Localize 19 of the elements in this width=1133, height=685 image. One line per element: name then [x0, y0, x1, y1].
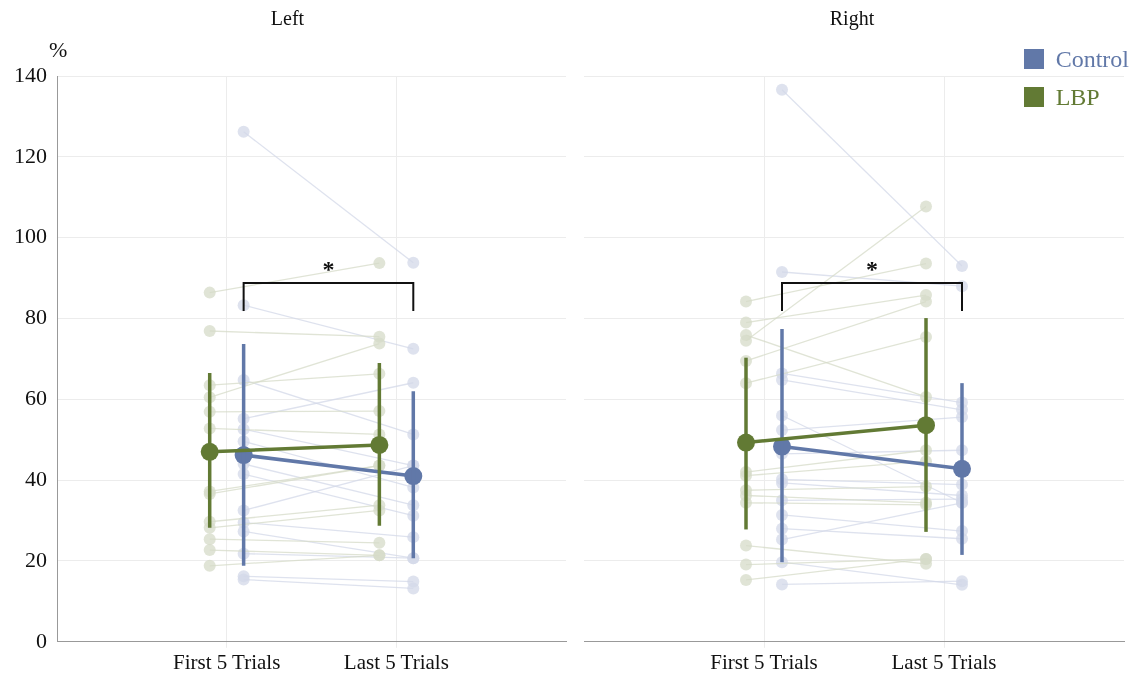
chart-title: Left [270, 7, 305, 30]
x-tick-label: First 5 Trials [172, 649, 281, 674]
y-tick-label: 0 [36, 627, 47, 653]
legend-label: LBP [1055, 83, 1100, 111]
y-tick-label: 100 [14, 223, 47, 249]
y-axis-title: % [49, 36, 68, 62]
x-tick-label: Last 5 Trials [891, 649, 997, 674]
y-tick-label: 20 [25, 546, 47, 572]
y-tick-label: 40 [25, 465, 47, 491]
y-tick-label: 140 [14, 61, 47, 87]
y-tick-label: 60 [25, 385, 47, 411]
chart-title: Right [829, 7, 875, 31]
y-tick-label: 80 [25, 304, 47, 330]
y-tick-label: 120 [14, 142, 47, 168]
x-tick-label: Last 5 Trials [343, 649, 449, 674]
annotation: * [322, 256, 335, 283]
x-tick-label: First 5 Trials [710, 649, 818, 674]
legend-label: Control [1055, 45, 1129, 73]
annotation: * [866, 256, 878, 283]
